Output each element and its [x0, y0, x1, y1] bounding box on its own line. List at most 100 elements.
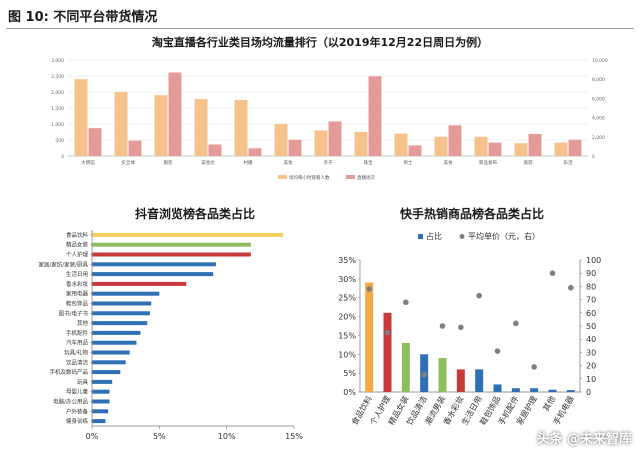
category-label: 买全球: [121, 159, 135, 166]
legend-swatch-price: [459, 234, 465, 239]
bar-share: [566, 390, 575, 392]
price-point: [366, 286, 372, 292]
legend-label-sessions: 直播场次: [357, 174, 375, 181]
right-tick-label: 10,000: [592, 58, 608, 64]
figure-header: 图 10: 不同平台带货情况: [0, 0, 640, 30]
left-tick-label: 25%: [338, 294, 356, 303]
category-label: 男士: [404, 159, 413, 166]
legend-label-price: 平均单价（元，右）: [468, 231, 540, 241]
right-tick-label: 80: [586, 282, 596, 291]
bar: [92, 350, 130, 355]
bar: [92, 252, 251, 257]
legend-swatch-sessions: [346, 175, 355, 179]
bar-share: [511, 388, 520, 392]
right-tick-label: 4,000: [592, 116, 605, 122]
bar-sessions: [288, 139, 302, 156]
bar: [92, 262, 216, 267]
bar-sessions: [448, 125, 462, 156]
price-point: [531, 364, 537, 370]
category-label: 旅游: [524, 159, 533, 166]
bar-sessions: [488, 142, 502, 156]
category-label: 家居/家纺/家装/厨具: [38, 260, 88, 268]
category-label: 香水彩妆: [66, 280, 89, 288]
bar-sessions: [528, 133, 542, 156]
bar-share: [530, 388, 539, 392]
category-label: 饮品清洁: [66, 358, 89, 366]
price-point: [403, 299, 409, 306]
category-label: 母婴儿童: [66, 388, 89, 396]
bar-sessions: [568, 139, 582, 156]
left-tick-label: 1,500: [51, 106, 64, 112]
douyin-category-share-chart: 抖音浏览榜各品类占比食品饮料精品女装个人护理家居/家纺/家装/厨具生活日用香水彩…: [38, 206, 303, 441]
right-tick-label: 40: [586, 335, 596, 344]
category-label: 美妆达: [201, 159, 215, 166]
bar-sessions: [168, 72, 182, 156]
bar-share: [383, 312, 392, 392]
left-tick-label: 0: [61, 154, 64, 160]
price-point: [568, 284, 574, 291]
bar-viewers: [474, 136, 488, 156]
category-label: 图书/电子书: [59, 309, 89, 317]
left-tick-label: 20%: [338, 313, 356, 322]
category-label: 其他: [541, 394, 558, 413]
bar-viewers: [434, 136, 448, 156]
right-tick-label: 0: [592, 154, 595, 160]
legend-swatch-share: [418, 234, 423, 239]
bar-viewers: [154, 95, 168, 156]
category-label: 健身训练: [66, 417, 89, 425]
bar: [92, 360, 126, 365]
bar-viewers: [514, 143, 528, 156]
bar-viewers: [394, 133, 408, 156]
bar-viewers: [274, 124, 288, 156]
price-point: [384, 329, 391, 336]
bar-sessions: [128, 140, 142, 156]
category-label: 家用电器: [66, 290, 89, 298]
price-point: [494, 348, 501, 354]
category-label: 手机配件: [66, 329, 89, 337]
bar-share: [401, 342, 410, 392]
category-label: 珠宝: [364, 159, 373, 166]
bar: [92, 291, 160, 296]
bar-share: [365, 282, 374, 392]
bar: [92, 242, 251, 247]
legend-label-share: 占比: [426, 231, 442, 241]
bar-sessions: [208, 144, 222, 156]
x-tick-label: 15%: [285, 432, 303, 441]
category-label: 其他: [77, 319, 89, 327]
bar: [92, 389, 110, 394]
left-tick-label: 500: [55, 138, 64, 144]
category-label: 食品饮料: [66, 231, 89, 239]
legend-swatch-viewers: [278, 175, 287, 179]
bar: [92, 311, 150, 316]
right-tick-label: 8,000: [592, 77, 605, 83]
bar: [92, 379, 113, 384]
category-label: 村播: [244, 159, 253, 166]
price-point: [476, 292, 482, 299]
bar-share: [493, 384, 502, 392]
bar: [92, 399, 110, 404]
bar: [92, 272, 214, 277]
watermark: 头条 @未来智库: [536, 432, 632, 447]
x-tick-label: 10%: [218, 432, 236, 441]
category-label: 新品发布: [479, 159, 497, 166]
bar: [92, 409, 109, 414]
category-label: 个人护理: [66, 251, 89, 259]
taobao-live-category-chart: 淘宝直播各行业类目场均流量排行（以2019年12月22日周日为例） 0 500 1,0…: [51, 35, 608, 181]
right-tick-label: 2,000: [592, 135, 605, 141]
right-tick-label: 50: [586, 322, 596, 331]
bar-sessions: [88, 128, 102, 156]
bar: [92, 419, 106, 424]
category-label: 乐活: [564, 159, 573, 166]
bar-viewers: [314, 130, 328, 156]
right-tick-label: 100: [586, 256, 601, 265]
category-label: 美妆: [284, 159, 293, 166]
bar: [92, 301, 152, 306]
bar-viewers: [194, 99, 208, 156]
chart-title: 淘宝直播各行业类目场均流量排行（以2019年12月22日周日为例）: [152, 35, 488, 49]
right-tick-label: 30: [586, 348, 596, 357]
bar-share: [438, 358, 447, 392]
bar: [92, 281, 187, 286]
category-label: 玩具/礼物: [64, 349, 88, 357]
left-tick-label: 2,000: [51, 90, 64, 96]
